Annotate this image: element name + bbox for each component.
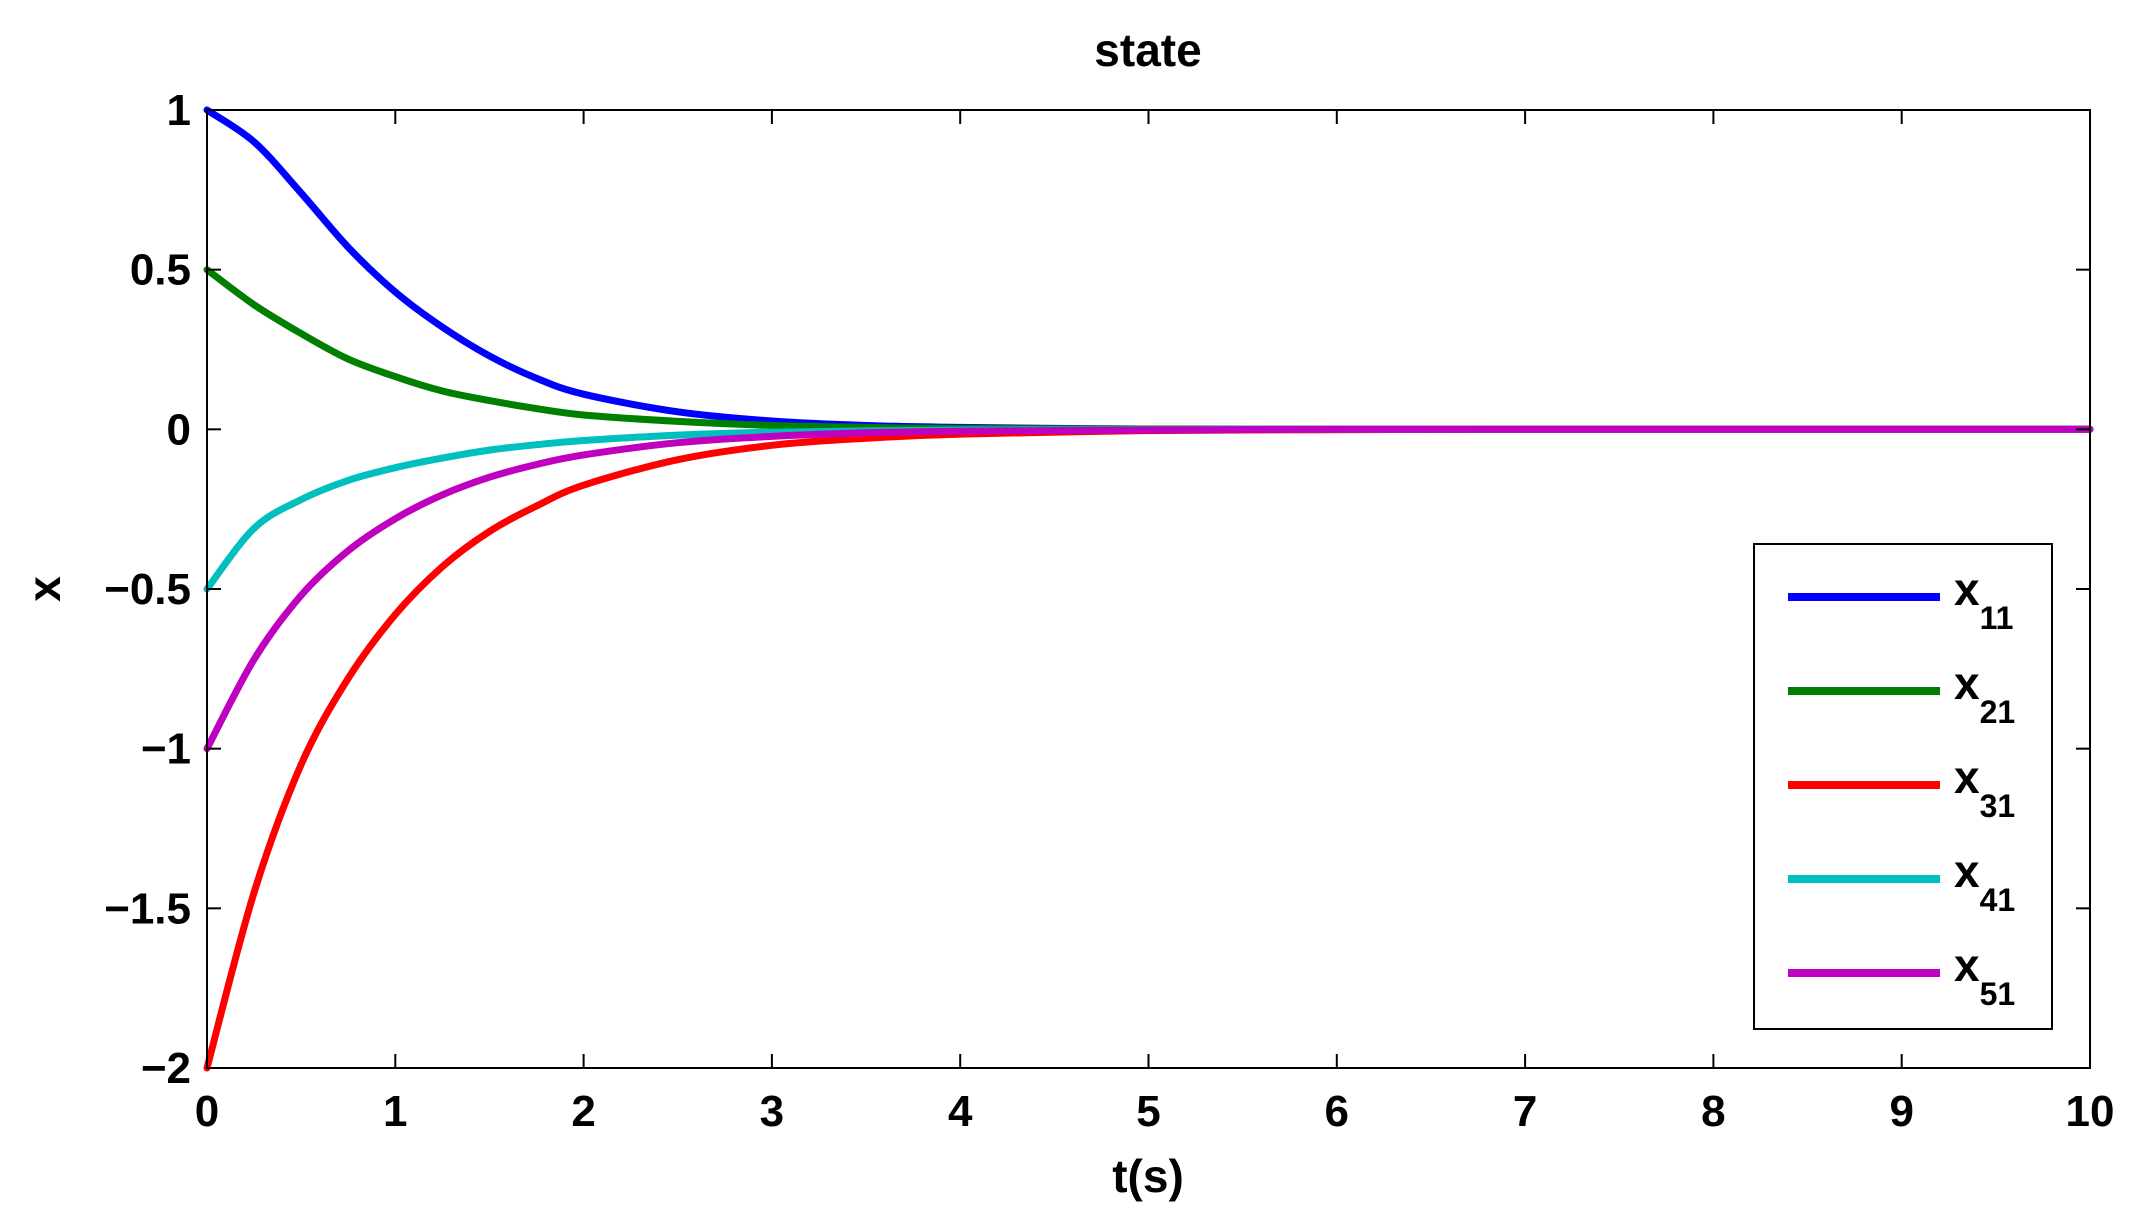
x-axis-title: t(s) — [1112, 1150, 1184, 1202]
legend-entry-subscript: 51 — [1980, 976, 2016, 1012]
axis-ticks: 0 1 2 3 4 5 6 7 8 9 10 1 0.5 0 −0.5 −1 −1.5 −2 — [104, 86, 2114, 1136]
x-tick-label: 5 — [1136, 1087, 1160, 1136]
series-line-x51 — [203, 425, 2094, 753]
legend-entry-subscript: 11 — [1980, 600, 2014, 636]
y-tick-label: 1 — [167, 86, 191, 135]
y-tick-label: 0 — [167, 405, 191, 454]
legend-entry-subscript: 41 — [1980, 882, 2016, 918]
x-tick-label: 8 — [1701, 1087, 1725, 1136]
axes-frame — [206, 109, 2091, 1069]
x-tick-label: 4 — [948, 1087, 973, 1136]
x-tick-label: 3 — [760, 1087, 784, 1136]
x-tick-label: 2 — [571, 1087, 595, 1136]
y-axis-title: x — [18, 576, 70, 602]
y-tick-label: −1 — [141, 725, 191, 774]
y-tick-label: −0.5 — [104, 565, 191, 614]
series-line-x11 — [203, 106, 2094, 433]
x-tick-label: 7 — [1513, 1087, 1537, 1136]
legend-entry-subscript: 21 — [1980, 694, 2016, 730]
y-tick-label: 0.5 — [130, 246, 191, 295]
legend-entry-subscript: 31 — [1980, 788, 2016, 824]
x-tick-label: 10 — [2066, 1087, 2115, 1136]
chart-title: state — [1094, 24, 1201, 76]
x-tick-label: 0 — [195, 1087, 219, 1136]
y-tick-label: −1.5 — [104, 884, 191, 933]
x-tick-label: 6 — [1325, 1087, 1349, 1136]
plot-area — [203, 106, 2094, 1072]
x-tick-label: 9 — [1889, 1087, 1913, 1136]
y-tick-label: −2 — [141, 1044, 191, 1093]
x-tick-label: 1 — [383, 1087, 407, 1136]
series-line-x21 — [203, 266, 2094, 433]
